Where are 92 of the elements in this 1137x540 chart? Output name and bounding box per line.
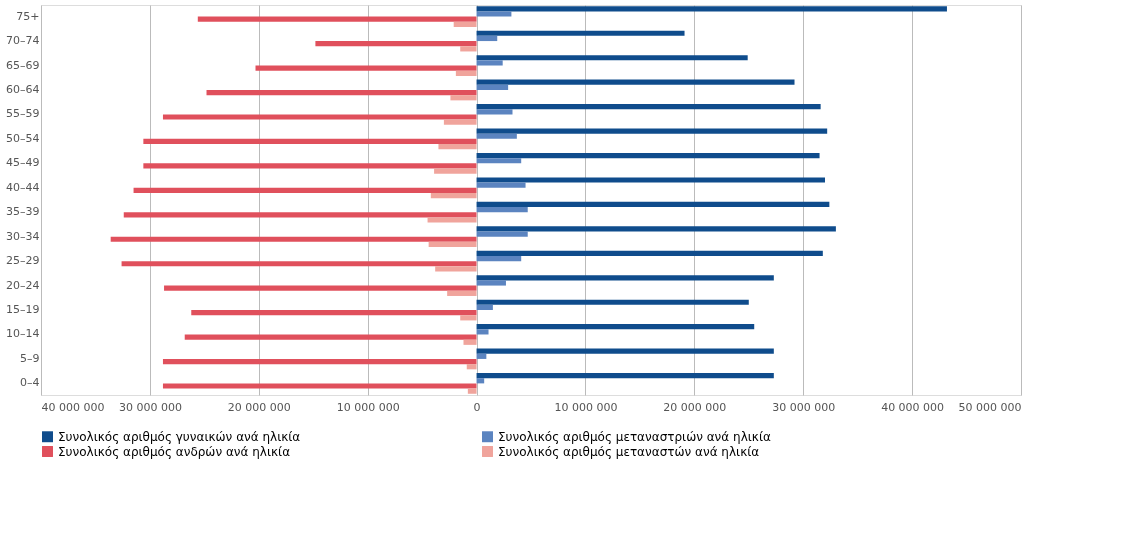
- bar: [133, 187, 477, 193]
- bar: [162, 358, 477, 365]
- bar: [206, 89, 477, 96]
- bar: [476, 177, 825, 183]
- bar: [476, 304, 493, 311]
- y-tick-label: 0–4: [20, 376, 40, 390]
- legend-label: Συνολικός αριθμός μεταναστριών ανά ηλικία: [498, 429, 771, 444]
- y-tick-label: 10–14: [6, 327, 40, 341]
- y-tick-label: 75+: [16, 9, 40, 23]
- y-tick-label: 50–54: [6, 131, 40, 145]
- bar: [476, 35, 498, 42]
- bar: [476, 275, 774, 281]
- bar: [455, 70, 477, 76]
- y-tick-label: 35–39: [6, 205, 40, 219]
- y-tick-label: 5–9: [20, 351, 40, 365]
- bar: [466, 364, 477, 370]
- x-tick-label: 10 000 000: [336, 400, 400, 414]
- bar: [476, 109, 513, 115]
- legend-label: Συνολικός αριθμός γυναικών ανά ηλικία: [58, 429, 301, 444]
- bar: [123, 212, 477, 218]
- bar: [162, 114, 477, 120]
- y-tick-label: 70–74: [6, 34, 40, 48]
- bar: [443, 119, 477, 125]
- legend-label: Συνολικός αριθμός ανδρών ανά ηλικία: [58, 444, 291, 459]
- x-tick-label: 50 000 000: [958, 400, 1022, 414]
- bar: [476, 128, 828, 134]
- legend-label: Συνολικός αριθμός μεταναστών ανά ηλικία: [498, 444, 760, 459]
- bar: [476, 250, 823, 256]
- x-tick-label: 10 000 000: [554, 400, 618, 414]
- bar: [476, 152, 820, 159]
- bar: [476, 324, 755, 330]
- bar: [453, 21, 477, 28]
- bar: [467, 388, 477, 394]
- bar: [476, 231, 528, 237]
- bar: [476, 84, 509, 90]
- bar: [435, 266, 477, 272]
- x-tick-label: 30 000 000: [772, 400, 836, 414]
- bar: [463, 339, 477, 345]
- bar: [143, 163, 477, 169]
- bar: [430, 192, 477, 199]
- x-tick-label: 20 000 000: [663, 400, 727, 414]
- bar: [143, 138, 477, 145]
- bar: [121, 261, 477, 267]
- bar: [255, 65, 477, 71]
- bar: [476, 201, 830, 208]
- bar: [476, 55, 748, 61]
- x-tick-label: 30 000 000: [118, 400, 182, 414]
- bar: [476, 226, 836, 232]
- bar: [476, 104, 821, 110]
- y-tick-label: 55–59: [6, 107, 40, 121]
- y-tick-label: 30–34: [6, 229, 40, 243]
- bar: [460, 46, 477, 52]
- bar: [450, 95, 477, 101]
- x-tick-label: 40 000 000: [41, 400, 105, 414]
- y-tick-label: 45–49: [6, 156, 40, 170]
- bar: [476, 348, 774, 354]
- bar: [110, 236, 477, 242]
- bar: [315, 41, 477, 47]
- bar: [476, 133, 517, 139]
- bar: [476, 158, 522, 164]
- bar: [427, 217, 477, 223]
- bar: [476, 30, 685, 36]
- bar: [191, 310, 477, 316]
- bar: [162, 383, 477, 389]
- bar: [184, 334, 477, 340]
- bar: [476, 372, 774, 379]
- bar: [476, 329, 489, 335]
- x-tick-label: 40 000 000: [881, 400, 945, 414]
- x-tick-label: 0: [473, 400, 481, 414]
- y-tick-label: 40–44: [6, 180, 40, 194]
- bar: [447, 290, 477, 296]
- bar: [476, 280, 506, 286]
- x-tick-label: 20 000 000: [227, 400, 291, 414]
- bar: [476, 11, 512, 17]
- bar: [476, 299, 749, 305]
- bar: [164, 285, 477, 291]
- y-tick-label: 25–29: [6, 254, 40, 268]
- y-tick-label: 60–64: [6, 82, 40, 96]
- bar: [476, 6, 947, 12]
- bar: [476, 182, 526, 188]
- bar: [460, 315, 477, 321]
- y-tick-label: 20–24: [6, 278, 40, 292]
- bar: [476, 207, 528, 213]
- bar: [476, 60, 503, 66]
- bar: [428, 241, 477, 248]
- y-tick-label: 15–19: [6, 303, 40, 317]
- bar: [476, 255, 522, 262]
- bar: [476, 79, 795, 85]
- bar: [197, 16, 477, 22]
- bar: [434, 168, 477, 174]
- bar: [438, 144, 477, 150]
- y-tick-label: 65–69: [6, 58, 40, 72]
